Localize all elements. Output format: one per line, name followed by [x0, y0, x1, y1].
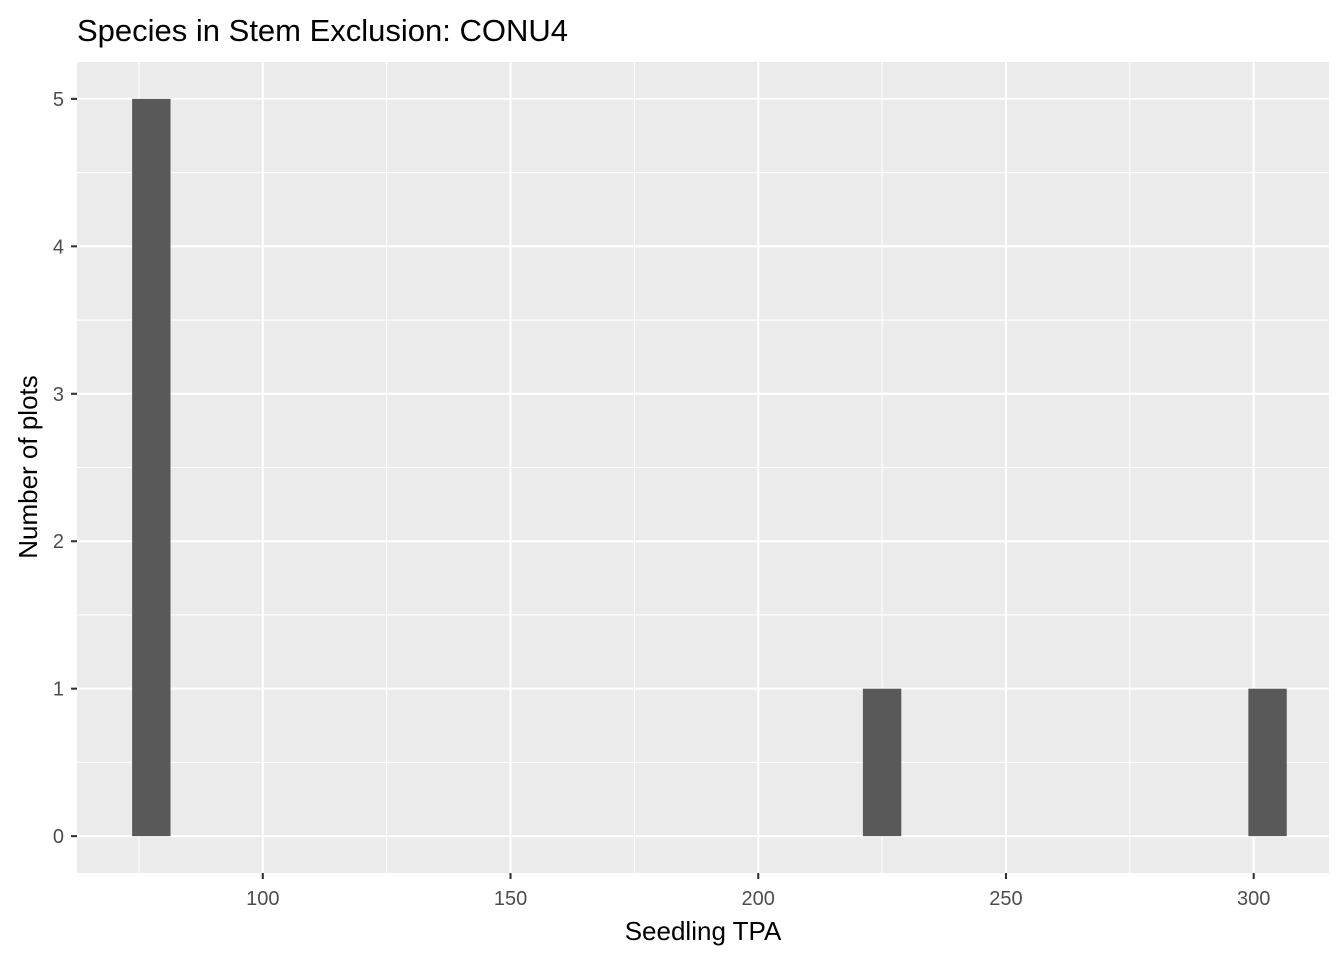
- x-tick-label: 200: [742, 888, 775, 910]
- y-tick-label: 5: [53, 89, 64, 111]
- y-tick-label: 2: [53, 531, 64, 553]
- minor-gridlines: [77, 62, 1329, 873]
- histogram-bar: [1248, 688, 1287, 837]
- y-axis: 0 1 2 3 4 5: [53, 89, 77, 848]
- x-axis: 100 150 200 250 300: [246, 873, 1270, 910]
- histogram-bar: [862, 688, 902, 837]
- major-gridlines: [77, 62, 1329, 873]
- y-tick-label: 4: [53, 236, 64, 258]
- bars: [132, 98, 1287, 837]
- y-axis-title: Number of plots: [13, 375, 43, 559]
- x-tick-label: 250: [989, 888, 1022, 910]
- x-tick-label: 100: [246, 888, 279, 910]
- x-tick-label: 300: [1237, 888, 1270, 910]
- y-tick-label: 0: [53, 826, 64, 848]
- x-axis-title: Seedling TPA: [625, 916, 782, 946]
- y-tick-label: 1: [53, 679, 64, 701]
- x-tick-label: 150: [494, 888, 527, 910]
- y-tick-label: 3: [53, 384, 64, 406]
- histogram-bar: [132, 98, 171, 837]
- chart-title: Species in Stem Exclusion: CONU4: [77, 13, 568, 48]
